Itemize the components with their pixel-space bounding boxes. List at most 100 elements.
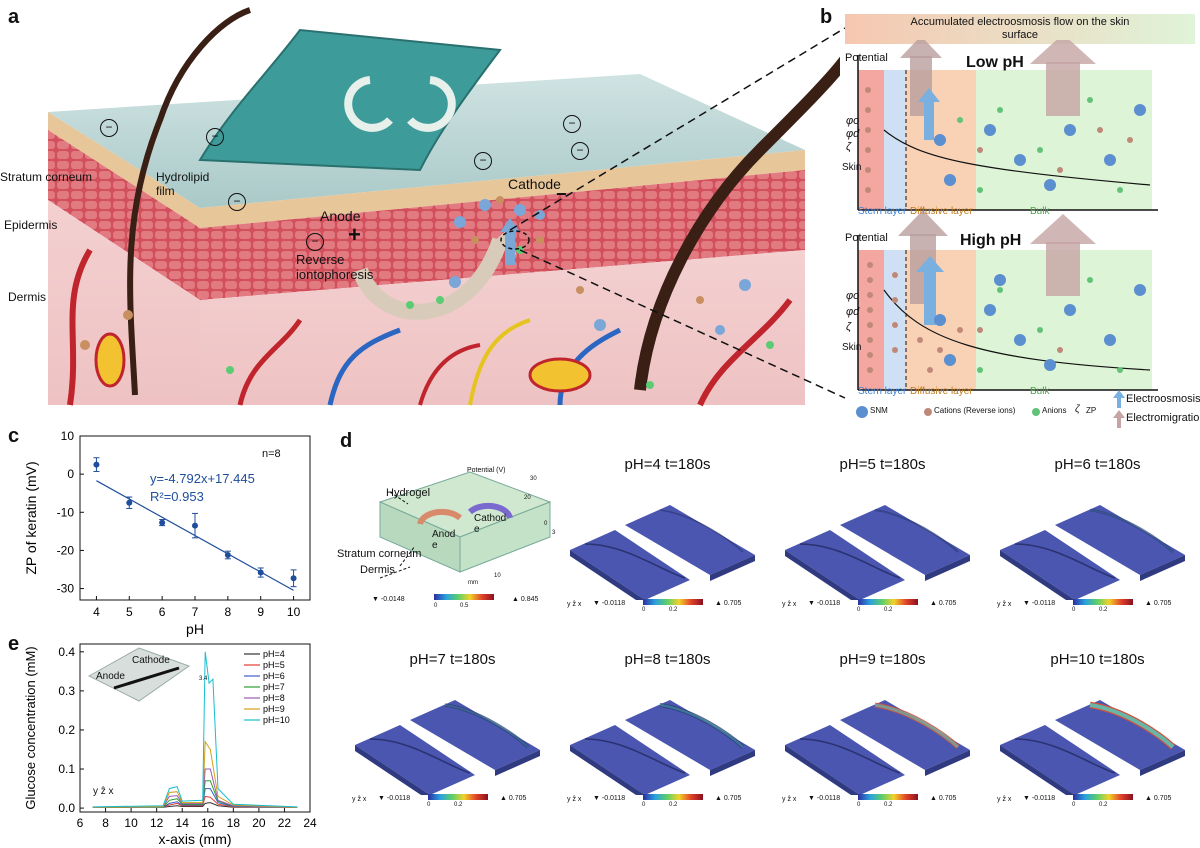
panel-letter-d: d <box>340 430 353 452</box>
x-tick-label: 6 <box>159 605 166 619</box>
data-point <box>126 499 133 506</box>
simulation-slab <box>570 700 755 795</box>
x-tick-label: 24 <box>303 816 317 830</box>
axis-triad-icon: y ẑ x <box>997 601 1012 608</box>
colorbar-tick-02: 0.2 <box>884 607 893 613</box>
simulation-title: pH=6 t=180s <box>1054 456 1141 473</box>
legend-snm: SNM <box>870 406 888 415</box>
high-ph-phi0: φo <box>846 290 860 302</box>
plot-frame <box>79 643 311 813</box>
data-point <box>290 575 297 582</box>
colorbar-tick-0: 0 <box>1072 802 1076 808</box>
axis-triad-icon: y ẑ x <box>782 796 797 803</box>
colorbar-min: ▼ -0.0118 <box>593 600 626 607</box>
x-tick-label: 5 <box>126 605 133 619</box>
schematic-colorbar <box>434 594 494 600</box>
simulation-tile: pH=7 t=180s y ẑ x ▼ -0.0118 0 0.2 ▲ 0.705 <box>350 651 555 821</box>
x-tick-label: 8 <box>102 816 109 830</box>
schematic-dermis: Dermis <box>360 564 395 576</box>
y-tick-label: -30 <box>57 582 75 596</box>
x-tick-label: 9 <box>257 605 264 619</box>
simulation-tile: pH=10 t=180s y ẑ x ▼ -0.0118 0 0.2 ▲ 0.705 <box>995 651 1200 821</box>
simulation-tile: pH=6 t=180s y ẑ x ▼ -0.0118 0 0.2 ▲ 0.705 <box>995 456 1200 626</box>
label-hydrolipid-film: Hydrolipid film <box>156 170 210 198</box>
colorbar-tick-0: 0 <box>1072 607 1076 613</box>
axis-triad-icon: y ẑ x <box>997 796 1012 803</box>
x-tick-label: 7 <box>192 605 199 619</box>
series-line <box>92 780 298 808</box>
colorbar-max: ▲ 0.705 <box>715 600 742 607</box>
data-point <box>257 569 264 576</box>
schematic-cathode: Cathod e <box>474 513 507 535</box>
schematic-potential-label: Potential (V) <box>467 467 506 474</box>
simulation-tile: pH=9 t=180s y ẑ x ▼ -0.0118 0 0.2 ▲ 0.705 <box>780 651 985 821</box>
legend-electromigration: Electromigration <box>1126 412 1200 424</box>
y-tick-label: 0.2 <box>58 723 75 737</box>
chart-c-n-label: n=8 <box>262 448 281 460</box>
negative-charge-icon: − <box>306 233 324 251</box>
x-tick-label: 22 <box>278 816 292 830</box>
label-dermis: Dermis <box>8 290 46 304</box>
y-tick-label: 0.0 <box>58 801 75 815</box>
legend-label: pH=9 <box>263 704 285 714</box>
series-line <box>92 740 298 808</box>
data-point <box>93 461 100 468</box>
simulation-title: pH=7 t=180s <box>409 651 496 668</box>
chart-c-r2: R²=0.953 <box>150 489 204 504</box>
negative-charge-icon: − <box>228 193 246 211</box>
zp-vs-ph-chart: 4 5 6 7 8 9 10 10 0 -10 -20 -30 pH ZP of keratin (mV) <box>23 429 311 637</box>
data-point <box>192 522 198 529</box>
axis-triad-icon: y ẑ x <box>352 796 367 803</box>
low-ph-bulk: Bulk <box>1030 206 1050 217</box>
negative-charge-icon: − <box>474 152 492 170</box>
legend-cations: Cations (Reverse ions) <box>934 406 1016 415</box>
low-ph-potential-label: Potential <box>845 52 888 64</box>
colorbar-tick-0: 0 <box>642 802 646 808</box>
high-ph-potential-label: Potential <box>845 232 888 244</box>
simulation-slab <box>355 700 540 795</box>
low-ph-zeta: ζ <box>846 141 852 153</box>
schematic-anode: Anod e <box>432 529 456 551</box>
panel-letter-b: b <box>820 6 833 28</box>
simulation-tile: pH=4 t=180s y ẑ x ▼ -0.0118 0 0.2 ▲ 0.705 <box>565 456 770 626</box>
panel-e-inset <box>87 647 191 702</box>
simulation-title: pH=5 t=180s <box>839 456 926 473</box>
schematic-axis-0: 0 <box>544 521 548 527</box>
colorbar <box>643 794 703 800</box>
y-tick-label: -20 <box>57 543 75 557</box>
x-tick-label: 16 <box>201 816 215 830</box>
x-axis-label: pH <box>186 621 204 637</box>
colorbar-max: ▲ 0.705 <box>1145 600 1172 607</box>
legend-label: pH=6 <box>263 671 285 681</box>
colorbar <box>1073 599 1133 605</box>
negative-charge-icon: − <box>571 142 589 160</box>
simulation-slab <box>785 700 970 795</box>
schematic-axis-mm: mm <box>468 580 478 586</box>
high-ph-zeta: ζ <box>846 321 852 333</box>
legend-label: pH=5 <box>263 660 285 670</box>
colorbar <box>428 794 488 800</box>
legend-label: pH=4 <box>263 649 285 659</box>
schematic-axis-30: 30 <box>530 476 537 482</box>
schematic-axis-3: 3 <box>552 530 556 536</box>
inset-cathode-label: Cathode <box>132 655 170 666</box>
colorbar-min: ▼ -0.0118 <box>593 795 626 802</box>
x-axis-label: x-axis (mm) <box>158 831 231 847</box>
simulation-title: pH=10 t=180s <box>1050 651 1145 668</box>
panel-e-axis-glyph: y ẑ x <box>93 786 114 797</box>
axis-triad-icon: y ẑ x <box>782 601 797 608</box>
simulation-slab <box>570 505 755 600</box>
data-point <box>224 551 231 558</box>
schematic-min: ▼ -0.0148 <box>372 596 405 603</box>
colorbar <box>1073 794 1133 800</box>
colorbar-tick-02: 0.2 <box>669 607 678 613</box>
colorbar-max: ▲ 0.705 <box>1145 795 1172 802</box>
axis-triad-icon: y ẑ x <box>567 796 582 803</box>
colorbar-tick-02: 0.2 <box>1099 802 1108 808</box>
panel-letter-c: c <box>8 425 20 447</box>
x-tick-label: 4 <box>93 605 100 619</box>
high-ph-stern: Stern layer <box>858 386 907 397</box>
colorbar-tick-02: 0.2 <box>1099 607 1108 613</box>
simulation-tile: pH=8 t=180s y ẑ x ▼ -0.0118 0 0.2 ▲ 0.705 <box>565 651 770 821</box>
simulation-slab <box>1000 700 1185 795</box>
